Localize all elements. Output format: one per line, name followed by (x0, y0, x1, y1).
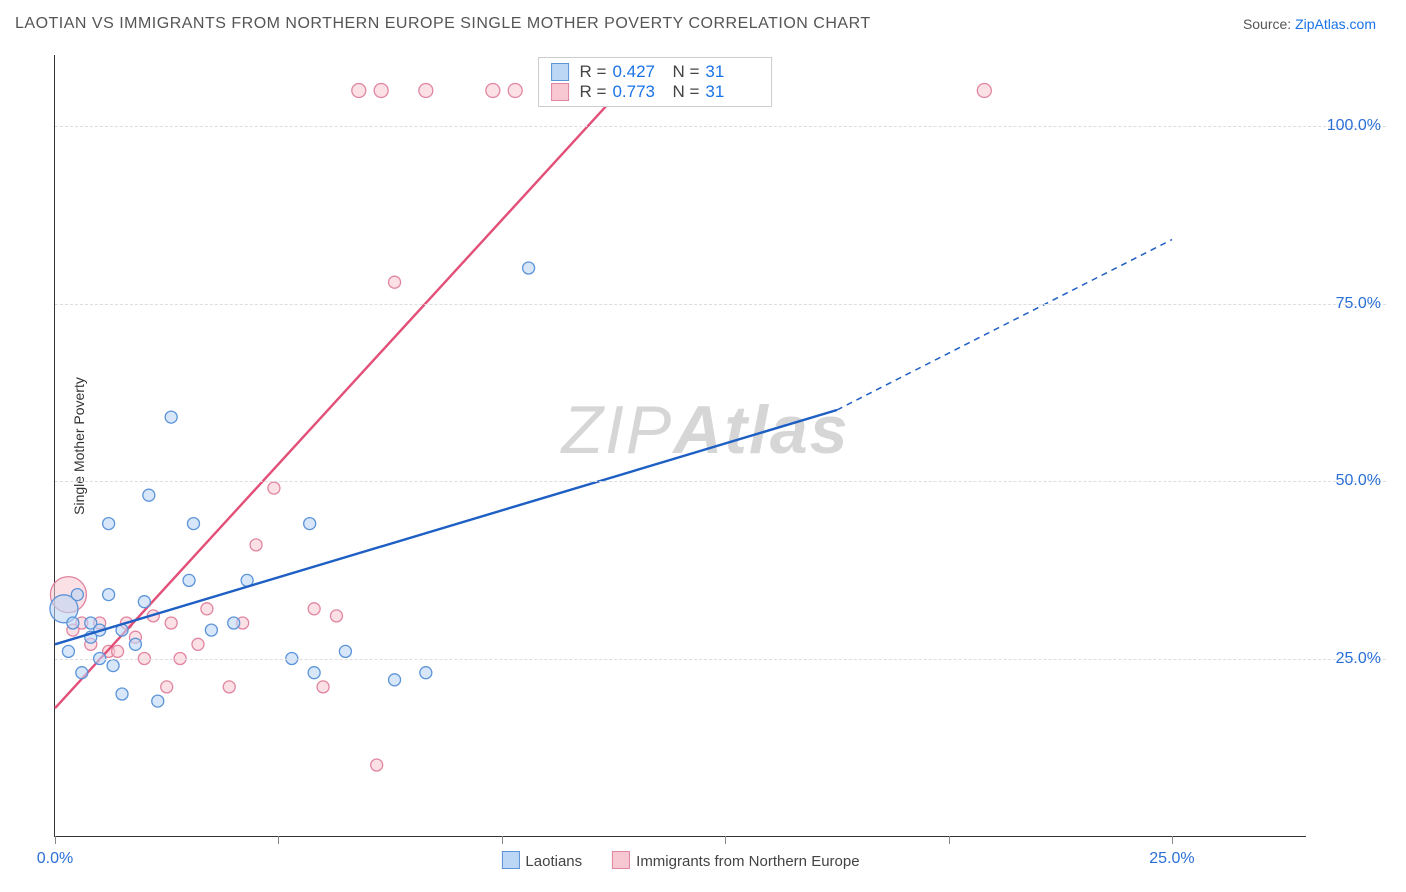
chart-plot-area: ZIPAtlas R =0.427 N =31 R =0.773 N =31 L… (54, 55, 1306, 837)
data-point (250, 539, 262, 551)
trend-line-dashed (837, 240, 1172, 410)
data-point (201, 603, 213, 615)
data-point (103, 518, 115, 530)
y-tick-label: 25.0% (1336, 650, 1381, 668)
legend-swatch-pink (612, 851, 630, 869)
data-point (103, 589, 115, 601)
y-tick-label: 75.0% (1336, 295, 1381, 313)
data-point (161, 681, 173, 693)
data-point (67, 617, 79, 629)
data-point (165, 411, 177, 423)
data-point (129, 638, 141, 650)
data-point (165, 617, 177, 629)
data-point (389, 674, 401, 686)
source-prefix: Source: (1243, 16, 1295, 32)
data-point (183, 574, 195, 586)
data-point (228, 617, 240, 629)
chart-title: LAOTIAN VS IMMIGRANTS FROM NORTHERN EURO… (15, 15, 871, 33)
data-point (374, 84, 388, 98)
trend-line (55, 410, 837, 644)
data-point (330, 610, 342, 622)
data-point (419, 84, 433, 98)
data-point (371, 759, 383, 771)
data-point (192, 638, 204, 650)
data-point (62, 645, 74, 657)
data-point (152, 695, 164, 707)
data-point (389, 276, 401, 288)
data-point (188, 518, 200, 530)
data-point (71, 589, 83, 601)
data-point (339, 645, 351, 657)
y-tick-label: 100.0% (1327, 117, 1381, 135)
x-tick-label: 0.0% (37, 850, 73, 868)
data-point (138, 596, 150, 608)
data-point (420, 667, 432, 679)
data-point (223, 681, 235, 693)
y-tick-label: 50.0% (1336, 472, 1381, 490)
plot-svg (55, 55, 1306, 836)
data-point (352, 84, 366, 98)
data-point (308, 667, 320, 679)
legend-item-laotians: Laotians (501, 851, 582, 870)
legend-series: Laotians Immigrants from Northern Europe (501, 851, 859, 870)
data-point (205, 624, 217, 636)
data-point (76, 667, 88, 679)
data-point (112, 645, 124, 657)
source-attrib: Source: ZipAtlas.com (1243, 16, 1376, 32)
legend-swatch-blue (501, 851, 519, 869)
source-link[interactable]: ZipAtlas.com (1295, 16, 1376, 32)
data-point (308, 603, 320, 615)
data-point (317, 681, 329, 693)
data-point (107, 660, 119, 672)
legend-item-northern-europe: Immigrants from Northern Europe (612, 851, 859, 870)
data-point (304, 518, 316, 530)
data-point (508, 84, 522, 98)
data-point (977, 84, 991, 98)
data-point (116, 688, 128, 700)
data-point (486, 84, 500, 98)
data-point (523, 262, 535, 274)
legend-correlation: R =0.427 N =31 R =0.773 N =31 (539, 57, 773, 107)
data-point (143, 489, 155, 501)
x-tick-label: 25.0% (1149, 850, 1194, 868)
data-point (268, 482, 280, 494)
